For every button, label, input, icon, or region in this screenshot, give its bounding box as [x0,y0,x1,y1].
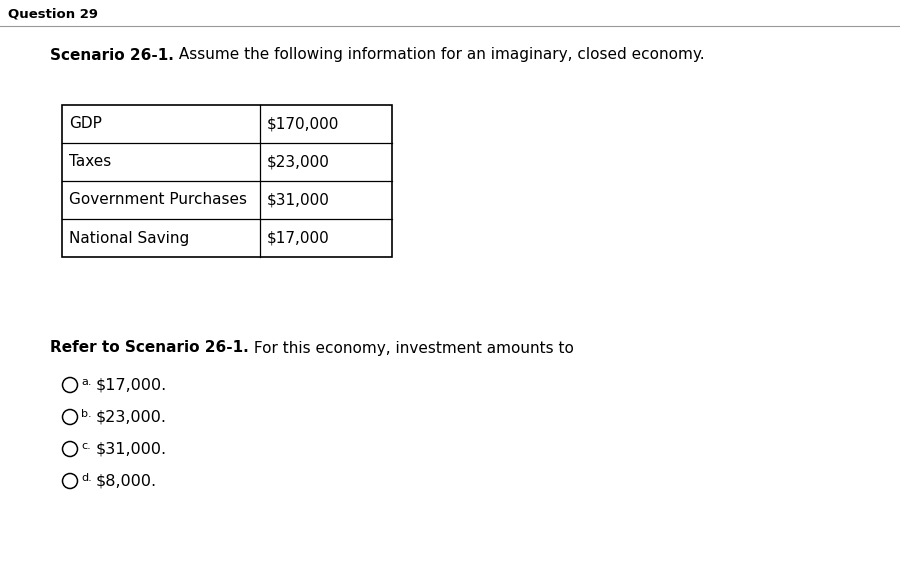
Text: $8,000.: $8,000. [95,474,157,488]
Text: a.: a. [82,377,92,387]
Text: National Saving: National Saving [69,231,189,245]
Text: For this economy, investment amounts to: For this economy, investment amounts to [248,340,573,356]
Text: GDP: GDP [69,116,102,132]
Bar [62,105,392,257]
Text: $23,000.: $23,000. [95,410,166,424]
Text: $17,000.: $17,000. [95,378,166,392]
Text: Question 29: Question 29 [8,7,98,20]
Text: Government Purchases: Government Purchases [69,193,247,207]
Text: $17,000: $17,000 [267,231,329,245]
Text: $23,000: $23,000 [267,154,330,169]
Text: $31,000: $31,000 [267,193,330,207]
Text: $31,000.: $31,000. [95,441,166,457]
Text: Assume the following information for an imaginary, closed economy.: Assume the following information for an … [174,48,705,62]
Text: d.: d. [82,473,92,483]
Text: $170,000: $170,000 [267,116,339,132]
Text: Taxes: Taxes [69,154,112,169]
Text: b.: b. [82,409,92,419]
Text: Refer to Scenario 26-1.: Refer to Scenario 26-1. [50,340,248,356]
Text: Scenario 26-1.: Scenario 26-1. [50,48,174,62]
Text: c.: c. [82,441,91,451]
